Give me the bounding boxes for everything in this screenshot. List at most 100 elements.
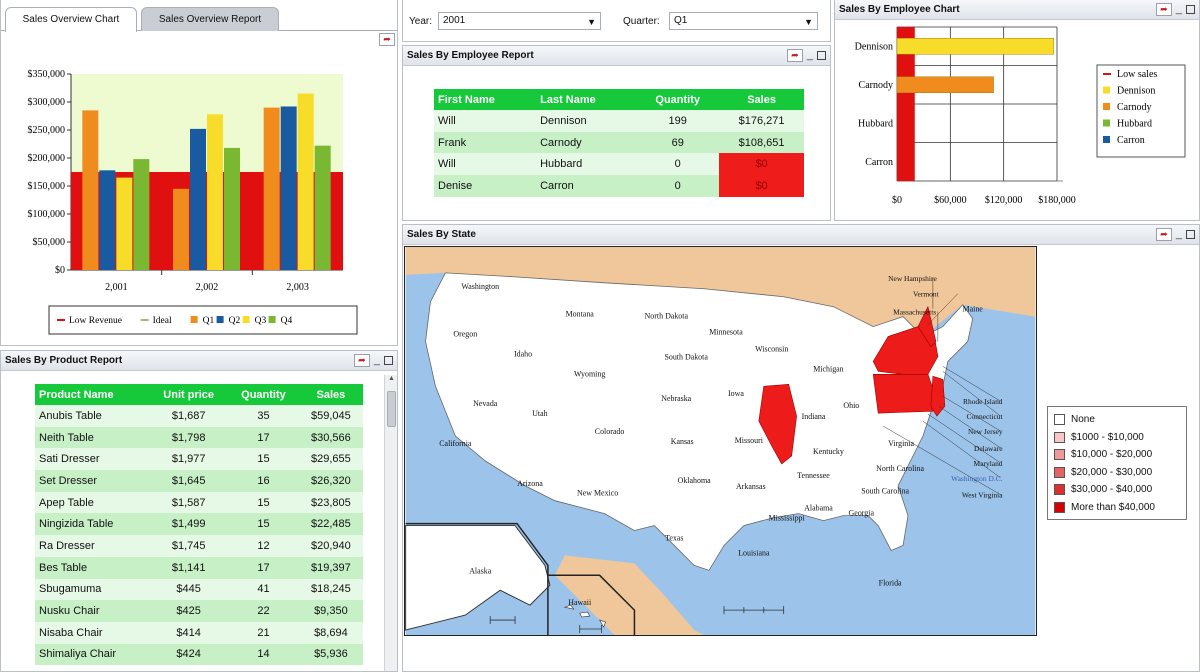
table-cell: 69 [636,131,720,154]
column-header[interactable]: Unit price [149,384,229,405]
table-row[interactable]: Neith Table $1,798 17 $30,566 [35,426,363,449]
table-cell: $0 [719,175,804,197]
column-header[interactable]: Sales [719,89,804,110]
table-row[interactable]: Denise Carron 0 $0 [434,175,804,197]
year-value: 2001 [443,15,466,26]
popout-icon[interactable]: ➦ [786,49,803,62]
table-row[interactable]: Ningizida Table $1,499 15 $22,485 [35,513,363,536]
minimize-icon[interactable]: _ [373,354,380,366]
product-report-pane: Sales By Product Report ➦ _ Product Name… [0,350,398,672]
minimize-icon[interactable]: _ [806,49,813,61]
bar-dennison [896,38,1054,55]
minimize-icon[interactable]: _ [1175,228,1182,240]
year-select[interactable]: 2001 ▼ [438,12,601,30]
table-cell: Carron [536,175,637,197]
legend-label: None [1071,414,1095,426]
column-header[interactable]: Quantity [636,89,720,110]
chevron-down-icon: ▼ [804,17,813,27]
sales-overview-pane: Sales Overview Chart Sales Overview Repo… [0,0,398,346]
maximize-icon[interactable] [1186,5,1195,14]
maximize-icon[interactable] [1186,230,1195,239]
column-header[interactable]: Product Name [35,384,150,405]
table-row[interactable]: Sati Dresser $1,977 15 $29,655 [35,448,363,471]
popout-icon[interactable]: ➦ [379,33,395,46]
state-label: Kentucky [813,447,844,456]
panel-title: Sales By Product Report [1,351,397,371]
quarter-select[interactable]: Q1 ▼ [669,12,818,30]
table-row[interactable]: Frank Carnody 69 $108,651 [434,131,804,154]
bar-q1 [82,110,99,271]
table-cell: Carnody [536,131,637,154]
table-row[interactable]: Nusku Chair $425 22 $9,350 [35,600,363,622]
scroll-thumb[interactable] [387,391,396,427]
callout-label: West Virginia [962,491,1003,500]
callout-label: Washington D.C. [951,474,1003,483]
panel-title: Sales By Employee Report [403,46,830,66]
table-row[interactable]: Apep Table $1,587 15 $23,805 [35,491,363,514]
minimize-icon[interactable]: _ [1175,3,1182,15]
overview-bar-chart: $0 $50,000 $100,000 $150,000 $200,000 $250,00… [28,69,358,335]
legend-swatch [242,316,250,323]
table-cell: $18,245 [298,578,363,601]
table-cell: $29,655 [298,448,363,471]
table-cell: $1,798 [149,426,229,449]
callout-label: Rhode Island [963,397,1003,406]
table-cell: Anubis Table [35,405,150,427]
bar-q3 [116,177,133,270]
bar-q4 [133,159,150,270]
bar-q4 [314,145,331,270]
table-row[interactable]: Will Dennison 199 $176,271 [434,110,804,132]
legend-item: $10,000 - $20,000 [1054,446,1180,464]
table-cell: Ningizida Table [35,513,150,536]
popout-icon[interactable]: ➦ [1155,228,1172,241]
callout-label: New Jersey [968,427,1003,436]
y-tick-label: $300,000 [28,97,66,108]
table-row[interactable]: Nisaba Chair $414 21 $8,694 [35,621,363,644]
popout-icon[interactable]: ➦ [353,354,370,367]
panel-title: Sales By Employee Chart [835,0,1199,20]
table-row[interactable]: Ra Dresser $1,745 12 $20,940 [35,535,363,557]
us-sales-map[interactable]: Washington Oregon California Idaho Nevada Mon… [404,246,1037,636]
employee-table: First Name Last Name Quantity Sales Will… [434,89,804,197]
callout-line [927,413,1001,464]
state-label: Iowa [728,389,744,398]
bar-q4 [224,147,240,270]
table-cell: Sati Dresser [35,448,150,471]
tab-sales-overview-chart[interactable]: Sales Overview Chart [5,7,137,32]
table-row[interactable]: Shimaliya Chair $424 14 $5,936 [35,643,363,666]
table-row[interactable]: Set Dresser $1,645 16 $26,320 [35,470,363,492]
column-header[interactable]: Sales [298,384,363,405]
x-tick-label: $180,000 [1038,195,1076,206]
chart-legend: Low Revenue Ideal Q1 Q2 Q3 Q4 [48,305,358,335]
popout-icon[interactable]: ➦ [1155,3,1172,16]
legend-label: Dennison [1117,86,1155,97]
vertical-scrollbar[interactable]: ▲ [384,375,397,671]
column-header[interactable]: Last Name [536,89,637,110]
table-row[interactable]: Bes Table $1,141 17 $19,397 [35,556,363,579]
table-cell: $1,587 [149,491,229,514]
maximize-icon[interactable] [817,51,826,60]
y-tick-label: $50,000 [33,237,66,248]
scroll-up-arrow[interactable]: ▲ [388,375,395,382]
filter-bar: Year: 2001 ▼ Quarter: Q1 ▼ [402,0,831,42]
state-label: Maine [963,305,984,314]
column-header[interactable]: Quantity [228,384,299,405]
x-tick-label: 2,003 [286,282,309,293]
table-row[interactable]: Will Hubbard 0 $0 [434,153,804,176]
maximize-icon[interactable] [384,356,393,365]
column-header[interactable]: First Name [434,89,537,110]
table-row[interactable]: Sbugamuma $445 41 $18,245 [35,578,363,601]
bar-q3 [207,114,223,270]
state-label: Missouri [735,436,764,445]
tab-sales-overview-report[interactable]: Sales Overview Report [141,7,279,31]
state-label: Oregon [453,330,477,339]
y-tick-label: Hubbard [858,118,893,129]
state-label: Alaska [469,566,492,575]
table-row[interactable]: Anubis Table $1,687 35 $59,045 [35,405,363,427]
legend-swatch [1054,466,1065,478]
state-label: Wyoming [574,369,605,378]
legend-label: Hubbard [1117,119,1152,130]
state-label: Washington [461,282,499,291]
state-label: Montana [566,310,595,319]
bar-q2 [190,128,206,270]
